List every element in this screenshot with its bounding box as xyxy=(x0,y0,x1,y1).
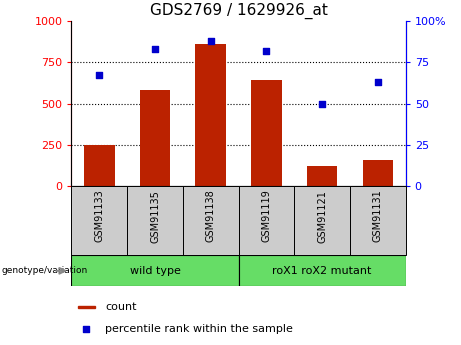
Point xyxy=(319,101,326,106)
Bar xyxy=(127,186,183,255)
Bar xyxy=(294,186,350,255)
Title: GDS2769 / 1629926_at: GDS2769 / 1629926_at xyxy=(150,3,327,19)
Point xyxy=(95,72,103,78)
Point xyxy=(374,79,382,85)
Point xyxy=(83,327,90,332)
Bar xyxy=(195,44,226,186)
Bar xyxy=(239,255,406,286)
Text: roX1 roX2 mutant: roX1 roX2 mutant xyxy=(272,266,372,276)
Bar xyxy=(239,186,294,255)
Bar xyxy=(140,90,170,186)
Text: genotype/variation: genotype/variation xyxy=(1,266,88,275)
Text: GSM91131: GSM91131 xyxy=(373,190,383,243)
Bar xyxy=(183,186,239,255)
Text: GSM91138: GSM91138 xyxy=(206,190,216,243)
Bar xyxy=(307,166,337,186)
Text: GSM91133: GSM91133 xyxy=(95,190,104,243)
Text: percentile rank within the sample: percentile rank within the sample xyxy=(105,325,293,334)
Bar xyxy=(362,160,393,186)
Bar xyxy=(71,255,239,286)
Text: wild type: wild type xyxy=(130,266,180,276)
Point xyxy=(207,38,214,43)
Text: GSM91135: GSM91135 xyxy=(150,190,160,243)
Point xyxy=(263,48,270,53)
Bar xyxy=(251,80,282,186)
Bar xyxy=(350,186,406,255)
Text: count: count xyxy=(105,302,136,312)
Text: GSM91121: GSM91121 xyxy=(317,190,327,243)
Bar xyxy=(84,145,115,186)
Bar xyxy=(78,306,95,308)
Bar xyxy=(71,186,127,255)
Point xyxy=(151,46,159,52)
Text: GSM91119: GSM91119 xyxy=(261,190,272,243)
